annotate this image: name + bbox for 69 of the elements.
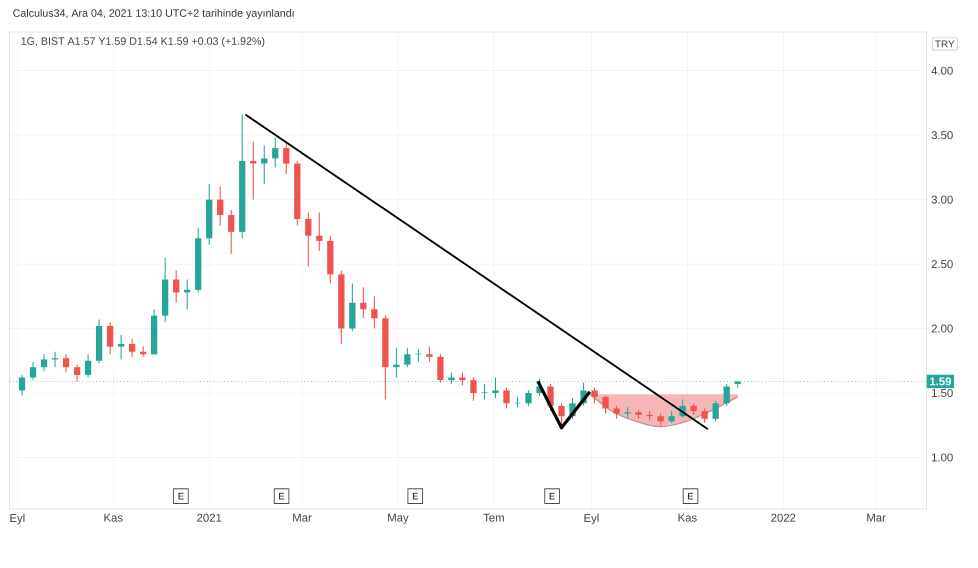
candlestick [217,186,224,226]
candlestick [514,396,521,408]
candlestick [74,364,80,382]
candlestick [602,395,609,414]
candlestick [261,144,268,185]
x-tick-label: May [388,514,409,524]
candlestick [712,400,719,422]
candlestick [724,383,730,406]
x-tick-label: Tem [483,514,504,522]
candlestick [106,322,114,355]
candlestick [140,346,146,358]
candlestick [404,347,411,368]
candlestick [459,372,466,386]
y-tick-label: 3.50 [932,131,953,140]
x-tick-label: Mar [293,514,312,522]
candlestick [657,413,664,426]
y-tick-label: 1.00 [932,453,953,462]
y-tick-label: 4.00 [931,66,953,75]
chart-subtitle: 1G, BIST A1.57 Y1.59 D1.54 K1.59 +0.03 (+1.92%) [22,37,264,47]
candlestick [426,346,433,363]
candlestick [250,141,256,200]
annotation: E [178,492,184,500]
candlestick [702,408,708,424]
chart-title: Calculus34, Ara 04, 2021 13:10 UTC+2 tarihinde yayınlandı [13,9,294,19]
candlestick [316,212,322,252]
candlestick [668,410,675,424]
candlestick [635,409,642,420]
y-tick-label: 2.50 [932,260,953,268]
candlestick [393,347,400,378]
candlestick [228,209,234,254]
candlestick [415,348,422,363]
candlestick [272,137,278,168]
candlestick [525,390,532,406]
candlestick [305,212,312,268]
text: TRY [935,40,954,48]
y-tick-label: 3.00 [932,196,953,204]
candlestick [184,279,190,310]
candlestick [613,405,620,420]
x-tick-label: Mar [867,514,886,522]
candlestick [690,402,697,416]
candlestick [470,376,477,402]
candlestick [52,351,58,368]
x-tick-label: 2022 [771,514,796,522]
candlestick [283,141,290,174]
ref-line-label: 1.59 [930,377,952,386]
y-tick-label: 2.00 [932,324,953,333]
candlestick [503,387,510,409]
x-tick-label: Eyl [10,514,24,524]
candlestick [558,402,565,426]
candlestick [360,286,366,319]
candlestick [128,338,136,358]
annotation: E [688,492,694,500]
annotation: E [550,492,555,500]
candlestick [118,334,124,360]
candlestick [40,354,48,372]
candlestick [591,387,598,404]
candlestick [62,354,70,373]
x-tick-label: Eyl [584,514,599,524]
candlestick [173,270,180,304]
annotation: E [279,492,284,500]
candlestick [30,362,36,381]
candlestick [437,354,444,384]
x-tick-label: 2021 [197,514,222,522]
x-tick-label: Kas [678,514,697,522]
x-tick-label: Kas [104,514,123,522]
candlestick [84,354,92,378]
annotation: E [412,492,418,500]
candlestick [371,296,378,330]
y-tick-label: 1.50 [932,388,953,397]
